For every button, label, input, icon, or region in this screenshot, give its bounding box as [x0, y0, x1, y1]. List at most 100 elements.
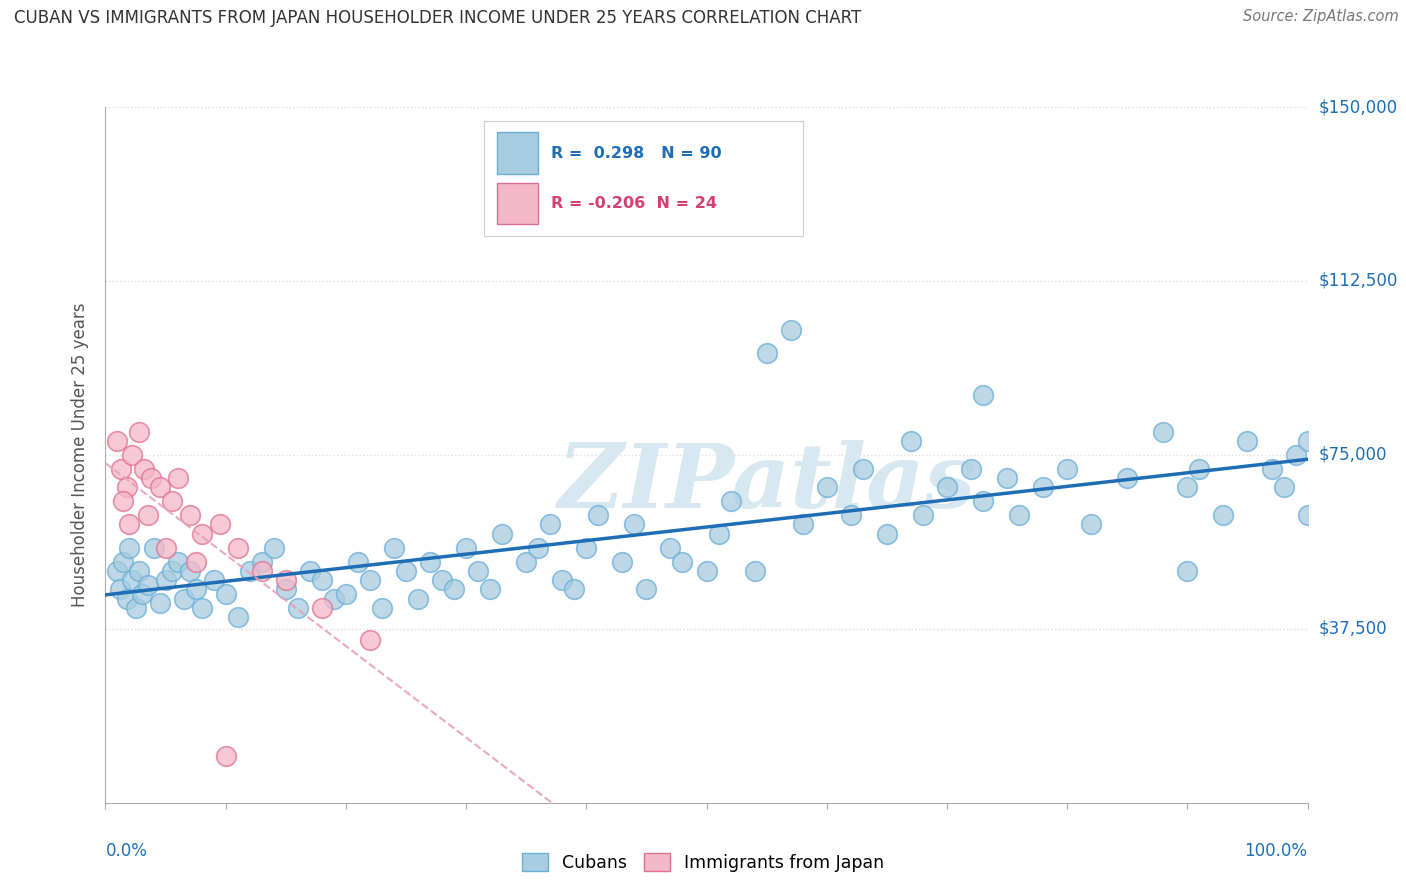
Point — [311, 601, 333, 615]
Text: ZIPatlas: ZIPatlas — [558, 440, 976, 526]
Point — [1188, 462, 1211, 476]
Point — [173, 591, 195, 606]
Point — [588, 508, 610, 523]
Point — [575, 541, 598, 555]
Point — [1056, 462, 1078, 476]
Point — [136, 578, 159, 592]
Text: CUBAN VS IMMIGRANTS FROM JAPAN HOUSEHOLDER INCOME UNDER 25 YEARS CORRELATION CHA: CUBAN VS IMMIGRANTS FROM JAPAN HOUSEHOLD… — [14, 9, 862, 27]
Point — [112, 555, 135, 569]
Point — [155, 541, 177, 555]
Point — [467, 564, 489, 578]
Point — [491, 526, 513, 541]
Text: $112,500: $112,500 — [1319, 272, 1398, 290]
Point — [263, 541, 285, 555]
Point — [1236, 434, 1258, 448]
Point — [202, 573, 225, 587]
Text: Source: ZipAtlas.com: Source: ZipAtlas.com — [1243, 9, 1399, 24]
Point — [936, 480, 959, 494]
Point — [190, 601, 212, 615]
Point — [132, 462, 155, 476]
Point — [115, 480, 138, 494]
Point — [139, 471, 162, 485]
Point — [430, 573, 453, 587]
Point — [419, 555, 441, 569]
Point — [184, 555, 207, 569]
Point — [1008, 508, 1031, 523]
Point — [214, 587, 236, 601]
Point — [179, 564, 201, 578]
Point — [274, 573, 297, 587]
Point — [527, 541, 550, 555]
Point — [250, 555, 273, 569]
Point — [636, 582, 658, 597]
Point — [755, 346, 778, 360]
Point — [110, 462, 132, 476]
Point — [274, 582, 297, 597]
Point — [124, 601, 146, 615]
Point — [1296, 508, 1319, 523]
Point — [876, 526, 898, 541]
Point — [239, 564, 262, 578]
Point — [1260, 462, 1282, 476]
Point — [214, 749, 236, 764]
Point — [128, 425, 150, 439]
Point — [1272, 480, 1295, 494]
Point — [107, 564, 129, 578]
Point — [395, 564, 418, 578]
Point — [112, 494, 135, 508]
Point — [359, 573, 381, 587]
Point — [335, 587, 357, 601]
Point — [720, 494, 742, 508]
Point — [107, 434, 129, 448]
Point — [226, 610, 249, 624]
Point — [250, 564, 273, 578]
Point — [479, 582, 502, 597]
Point — [160, 494, 183, 508]
Point — [623, 517, 645, 532]
Point — [359, 633, 381, 648]
Point — [166, 555, 188, 569]
Point — [659, 541, 682, 555]
Point — [118, 541, 141, 555]
Point — [1284, 448, 1306, 462]
Point — [1080, 517, 1102, 532]
Point — [1116, 471, 1139, 485]
Point — [1212, 508, 1234, 523]
Point — [115, 591, 138, 606]
Point — [128, 564, 150, 578]
Point — [382, 541, 405, 555]
Text: 0.0%: 0.0% — [105, 842, 148, 860]
Point — [166, 471, 188, 485]
Y-axis label: Householder Income Under 25 years: Householder Income Under 25 years — [72, 302, 90, 607]
Point — [792, 517, 814, 532]
Point — [347, 555, 370, 569]
Point — [179, 508, 201, 523]
Point — [226, 541, 249, 555]
Point — [298, 564, 321, 578]
Point — [443, 582, 465, 597]
Point — [148, 480, 170, 494]
Point — [1175, 564, 1198, 578]
Text: $150,000: $150,000 — [1319, 98, 1398, 116]
Point — [815, 480, 838, 494]
Point — [911, 508, 934, 523]
Text: $75,000: $75,000 — [1319, 446, 1388, 464]
Point — [779, 323, 801, 337]
Point — [160, 564, 183, 578]
Point — [671, 555, 693, 569]
Point — [155, 573, 177, 587]
Point — [612, 555, 634, 569]
Point — [454, 541, 477, 555]
Text: $37,500: $37,500 — [1319, 620, 1388, 638]
Point — [142, 541, 165, 555]
Point — [972, 494, 994, 508]
Point — [1152, 425, 1174, 439]
Point — [972, 387, 994, 401]
Legend: Cubans, Immigrants from Japan: Cubans, Immigrants from Japan — [515, 847, 891, 879]
Point — [108, 582, 131, 597]
Point — [538, 517, 561, 532]
Point — [121, 448, 143, 462]
Point — [1175, 480, 1198, 494]
Point — [311, 573, 333, 587]
Point — [852, 462, 875, 476]
